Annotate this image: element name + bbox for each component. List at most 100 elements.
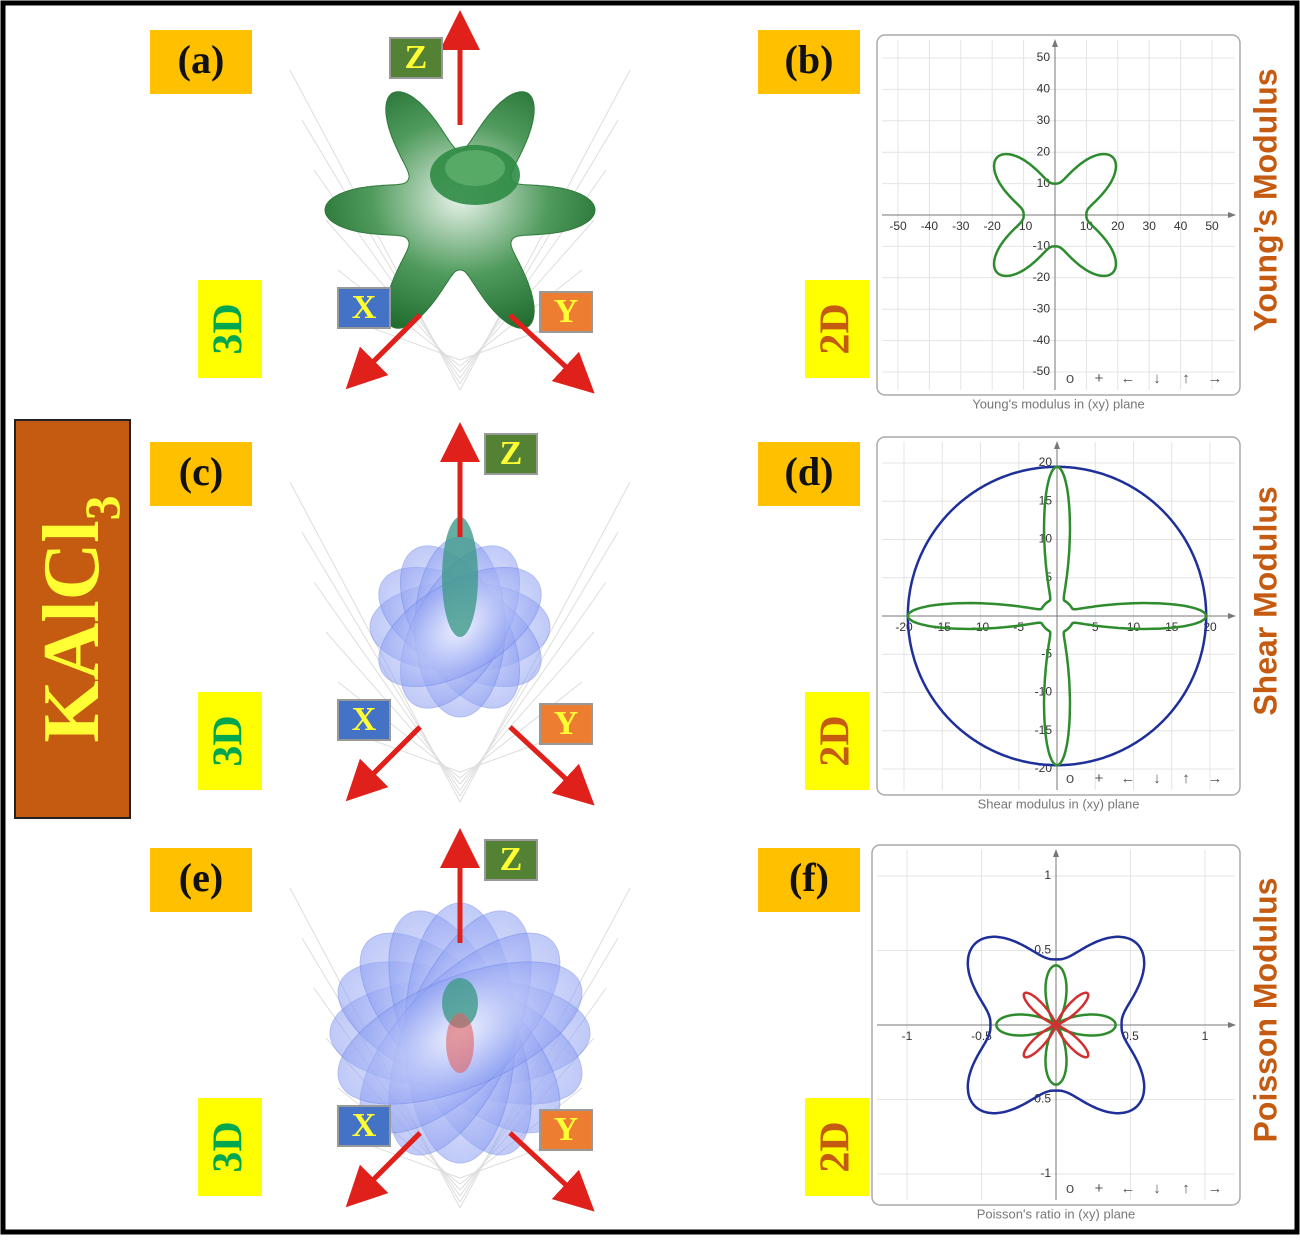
box-grid (313, 581, 461, 791)
x-tick-label: -40 (921, 219, 939, 233)
panel-label-box (150, 30, 252, 94)
panel-label: (a) (178, 37, 225, 82)
toolbar-icon: → (1208, 1180, 1223, 1197)
toolbar-icon: ↑ (1182, 770, 1190, 787)
x-tick-label: -10 (972, 620, 990, 634)
toolbar-icon: + (1095, 1180, 1104, 1197)
toolbar-icon: → (1208, 370, 1223, 387)
core (442, 978, 478, 1028)
axis-box (539, 703, 593, 745)
box-grid (337, 681, 461, 779)
panel-label: (f) (789, 855, 829, 900)
title: KAlCl3 (28, 495, 130, 742)
x-arrow (345, 1131, 422, 1208)
y-tick-label: -20 (1033, 270, 1051, 284)
property-label: Shear Modulus (1247, 486, 1283, 715)
y-tick-label: -1 (1040, 1166, 1051, 1180)
panel-label-box (150, 848, 252, 912)
panel-label-box (758, 848, 860, 912)
property-group: Young’s Modulus (1247, 68, 1283, 331)
y-tick-label: 50 (1037, 50, 1051, 64)
property-label: Young’s Modulus (1247, 68, 1283, 331)
axis-box (539, 291, 593, 333)
axis-box (337, 287, 391, 329)
toolbar-icon: + (1095, 370, 1104, 387)
axis-box (389, 37, 443, 79)
panel-label-box (758, 30, 860, 94)
surface (324, 91, 596, 329)
toolbar-icon: ← (1121, 770, 1136, 787)
x-tick-label: 1 (1202, 1029, 1209, 1043)
dim-group: 2D (813, 303, 859, 354)
axis-name: Z (405, 39, 428, 76)
toolbar-icon: o (1066, 1180, 1074, 1197)
y-tick-label: 40 (1037, 82, 1051, 96)
toolbar-icon: ↑ (1182, 370, 1190, 387)
dim-group: 2D (813, 715, 859, 766)
dim-box (198, 280, 262, 378)
x-tick-label: 10 (1127, 620, 1141, 634)
title-group: KAlCl3 (28, 495, 130, 742)
box-grid (459, 681, 583, 779)
toolbar-icon: ↓ (1153, 370, 1161, 387)
y-tick-label: 5 (1045, 570, 1052, 584)
panel-label-box (758, 442, 860, 506)
dim-label: 2D (813, 303, 859, 354)
surface-top (445, 150, 505, 186)
dim-group: 2D (813, 1121, 859, 1172)
x-tick-label: -20 (984, 219, 1002, 233)
toolbar-icon: ↓ (1153, 770, 1161, 787)
panel-label: (b) (785, 37, 834, 82)
x-tick-label: 5 (1092, 620, 1099, 634)
y-arrow (508, 725, 595, 806)
x-tick-label: 30 (1143, 219, 1157, 233)
toolbar-icon: + (1095, 770, 1104, 787)
curve (992, 152, 1118, 278)
dim-label: 2D (813, 715, 859, 766)
core-red (446, 1013, 474, 1073)
x-tick-label: 50 (1205, 219, 1219, 233)
x-tick-label: -50 (889, 219, 907, 233)
property-label: Poisson Modulus (1247, 878, 1283, 1143)
y-tick-label: -40 (1033, 333, 1051, 347)
dim-box (198, 692, 262, 790)
y-tick-label: 20 (1037, 144, 1051, 158)
y-tick-label: 30 (1037, 113, 1051, 127)
property-group: Poisson Modulus (1247, 878, 1283, 1143)
axis-box (337, 699, 391, 741)
dim-box (805, 280, 869, 378)
title-box (14, 419, 131, 819)
plot-caption: Young's modulus in (xy) plane (972, 396, 1145, 411)
y-tick-label: -0.5 (1030, 1092, 1051, 1106)
box-grid (325, 631, 461, 785)
y-tick-label: 1 (1044, 868, 1051, 882)
x-tick-label: -20 (895, 620, 913, 634)
curve (906, 465, 1208, 767)
dim-box (805, 692, 869, 790)
plot-caption: Shear modulus in (xy) plane (978, 796, 1140, 811)
x-tick-label: 40 (1174, 219, 1188, 233)
axis-name: Z (500, 435, 523, 472)
y-tick-label: 20 (1039, 455, 1053, 469)
dim-label: 3D (206, 1121, 252, 1172)
dim-group: 3D (206, 1121, 252, 1172)
plot-caption: Poisson's ratio in (xy) plane (977, 1206, 1136, 1221)
toolbar-icon: o (1066, 370, 1074, 387)
toolbar-icon: ← (1121, 1180, 1136, 1197)
toolbar-icon: ↓ (1153, 1180, 1161, 1197)
x-tick-label: -30 (952, 219, 970, 233)
axis-name: X (352, 1107, 377, 1144)
axis-box (539, 1109, 593, 1151)
axis-box (484, 839, 538, 881)
axis-name: X (352, 289, 377, 326)
axis-name: Y (554, 1111, 579, 1148)
y-tick-label: -15 (1035, 723, 1053, 737)
box-grid (459, 581, 607, 791)
curve (966, 935, 1146, 1115)
y-tick-label: -50 (1033, 364, 1051, 378)
axis-name: X (352, 701, 377, 738)
property-group: Shear Modulus (1247, 486, 1283, 715)
dim-label: 3D (206, 303, 252, 354)
